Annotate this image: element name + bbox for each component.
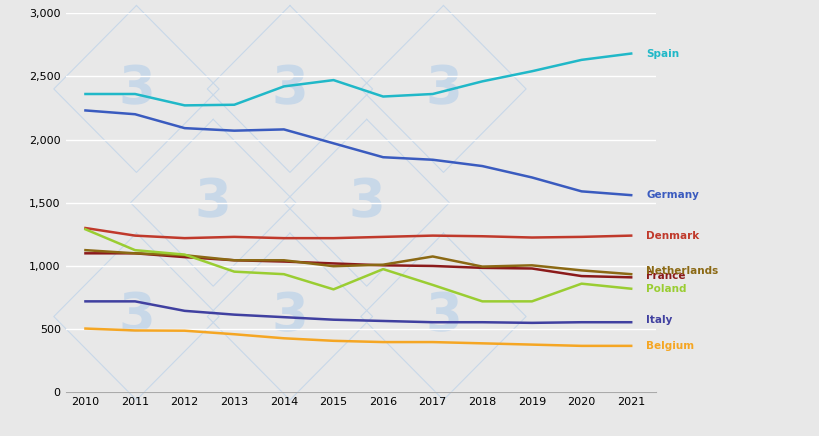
Text: Belgium: Belgium (645, 341, 694, 351)
Text: 3: 3 (118, 63, 155, 115)
Text: 3: 3 (348, 177, 385, 229)
Text: Poland: Poland (645, 284, 686, 294)
Text: 3: 3 (195, 177, 231, 229)
Text: 3: 3 (271, 290, 308, 343)
Text: 3: 3 (271, 63, 308, 115)
Text: 3: 3 (424, 290, 461, 343)
Text: 3: 3 (118, 290, 155, 343)
Text: Denmark: Denmark (645, 231, 699, 241)
Text: Germany: Germany (645, 190, 698, 200)
Text: 3: 3 (424, 63, 461, 115)
Text: Italy: Italy (645, 315, 672, 325)
Text: Spain: Spain (645, 48, 678, 58)
Text: Netherlands: Netherlands (645, 266, 717, 276)
Text: France: France (645, 271, 685, 281)
